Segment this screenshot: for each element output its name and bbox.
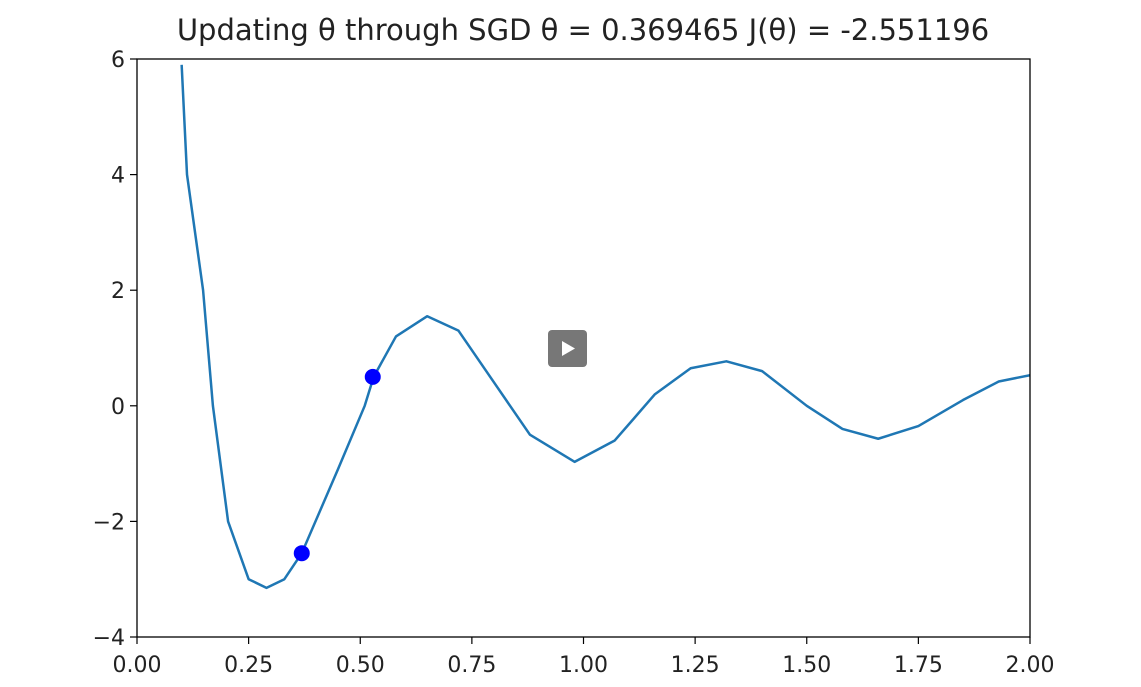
y-tick-label: 4 [111, 164, 125, 189]
y-tick-label: 6 [111, 48, 125, 73]
y-tick-label: 0 [111, 395, 125, 420]
x-tick-label: 0.50 [336, 653, 385, 678]
scatter-point [364, 368, 381, 385]
x-tick-label: 0.25 [224, 653, 273, 678]
x-tick-label: 1.00 [559, 653, 608, 678]
x-tick-label: 1.25 [671, 653, 720, 678]
y-tick-label: −2 [93, 510, 125, 535]
y-tick-label: 2 [111, 279, 125, 304]
plot-area [180, 64, 1030, 590]
scatter-point [293, 545, 310, 562]
chart-title: Updating θ through SGD θ = 0.369465 J(θ)… [177, 13, 989, 47]
x-tick-label: 0.00 [113, 653, 162, 678]
x-tick-label: 1.50 [782, 653, 831, 678]
play-icon[interactable] [562, 341, 575, 356]
x-tick-label: 1.75 [894, 653, 943, 678]
x-tick-label: 0.75 [447, 653, 496, 678]
y-tick-label: −4 [93, 626, 125, 651]
line-series [180, 64, 1030, 590]
play-button[interactable] [548, 330, 587, 367]
x-tick-label: 2.00 [1006, 653, 1055, 678]
